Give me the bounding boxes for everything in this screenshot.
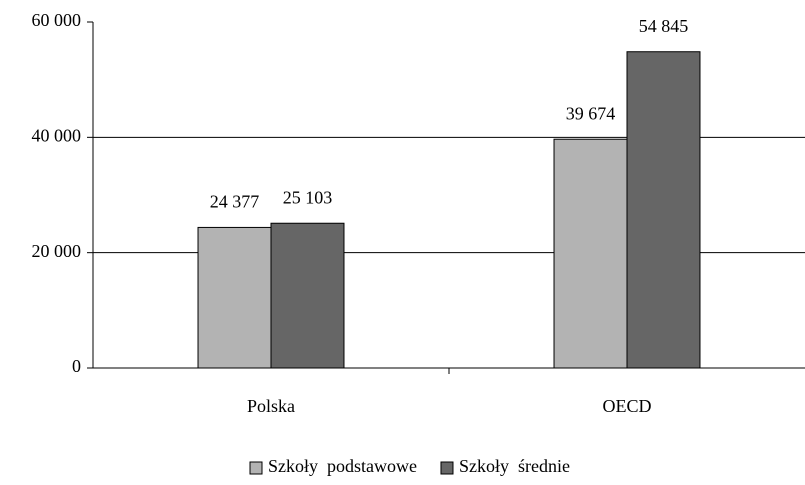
x-tick-label: OECD xyxy=(603,396,652,416)
bar xyxy=(626,51,701,369)
bar xyxy=(270,222,345,369)
legend-swatch xyxy=(249,461,263,475)
value-label: 24 377 xyxy=(210,192,260,212)
y-tick-label: 0 xyxy=(72,356,81,376)
y-tick-label: 20 000 xyxy=(32,241,82,261)
y-tick-label: 60 000 xyxy=(32,10,82,30)
y-tick-label: 40 000 xyxy=(32,125,82,145)
legend-swatch xyxy=(440,461,454,475)
bar xyxy=(553,138,628,369)
value-label: 54 845 xyxy=(639,16,689,36)
value-label: 39 674 xyxy=(566,103,616,123)
x-tick-label: Polska xyxy=(247,396,295,416)
value-label: 25 103 xyxy=(283,187,333,207)
legend-label: Szkoły średnie xyxy=(459,456,570,476)
bar xyxy=(197,226,272,369)
legend-label: Szkoły podstawowe xyxy=(268,456,417,476)
